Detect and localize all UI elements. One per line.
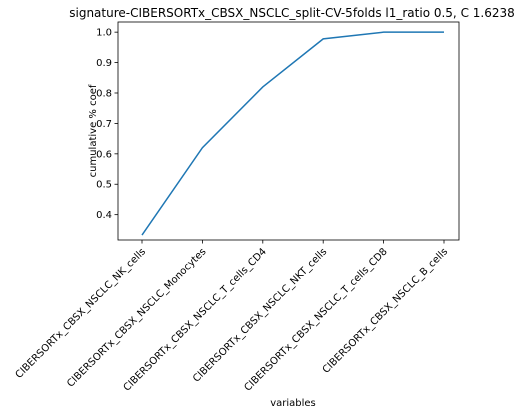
y-tick-label: 0.9 (96, 58, 112, 69)
x-tick-label: CIBERSORTx_CBSX_NSCLC_Monocytes (65, 246, 208, 389)
y-tick-label: 0.7 (96, 119, 112, 130)
x-tick-label: CIBERSORTx_CBSX_NSCLC_B_cells (321, 246, 450, 375)
y-axis: 0.4 0.5 0.6 0.7 0.8 0.9 1.0 (96, 28, 118, 221)
chart-title: signature-CIBERSORTx_CBSX_NSCLC_split-CV… (69, 6, 515, 20)
y-axis-label: cumulative % coef (88, 84, 99, 177)
y-tick-label: 1.0 (96, 28, 112, 39)
y-tick-label: 0.4 (96, 210, 112, 221)
x-axis-label: variables (270, 398, 316, 409)
series-line (141, 31, 444, 236)
x-axis: CIBERSORTx_CBSX_NSCLC_NK_cellsCIBERSORTx… (14, 240, 450, 394)
y-tick-label: 0.6 (96, 149, 112, 160)
y-tick-label: 0.5 (96, 180, 112, 191)
y-tick-label: 0.8 (96, 88, 112, 99)
plot-area (117, 21, 460, 241)
x-tick-label: CIBERSORTx_CBSX_NSCLC_NK_cells (14, 246, 149, 381)
x-tick-label: CIBERSORTx_CBSX_NSCLC_NKT_cells (191, 246, 329, 384)
